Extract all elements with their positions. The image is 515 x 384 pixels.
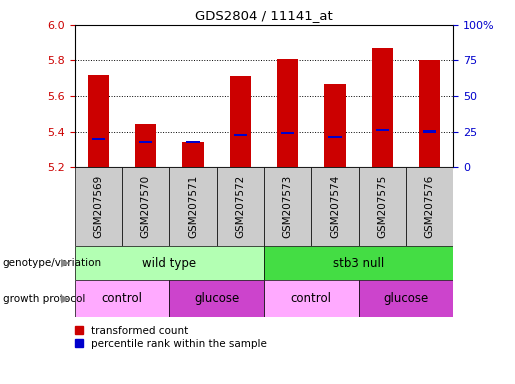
Text: control: control	[291, 292, 332, 305]
Bar	[169, 167, 217, 246]
Bar	[281, 132, 294, 134]
Bar	[358, 167, 406, 246]
Bar	[217, 167, 264, 246]
Bar	[358, 280, 453, 317]
Text: GSM207572: GSM207572	[235, 175, 245, 238]
Bar	[264, 167, 311, 246]
Bar	[92, 137, 105, 140]
Bar	[264, 280, 358, 317]
Bar	[230, 76, 251, 167]
Bar	[311, 167, 358, 246]
Legend: transformed count, percentile rank within the sample: transformed count, percentile rank withi…	[75, 326, 267, 349]
Text: glucose: glucose	[194, 292, 239, 305]
Text: GSM207571: GSM207571	[188, 175, 198, 238]
Text: wild type: wild type	[142, 257, 196, 270]
Bar	[75, 246, 264, 280]
Bar	[135, 124, 156, 167]
Bar	[75, 167, 122, 246]
Text: growth protocol: growth protocol	[3, 293, 85, 304]
Bar	[406, 167, 453, 246]
Bar	[88, 75, 109, 167]
Bar	[182, 142, 203, 167]
Text: GSM207574: GSM207574	[330, 175, 340, 238]
Bar	[375, 129, 389, 131]
Text: ▶: ▶	[61, 258, 70, 268]
Bar	[264, 246, 453, 280]
Text: control: control	[101, 292, 143, 305]
Text: GSM207575: GSM207575	[377, 175, 387, 238]
Title: GDS2804 / 11141_at: GDS2804 / 11141_at	[195, 9, 333, 22]
Bar	[186, 141, 200, 143]
Bar	[423, 131, 436, 132]
Bar	[169, 280, 264, 317]
Bar	[372, 48, 393, 167]
Bar	[234, 134, 247, 136]
Bar	[328, 136, 341, 138]
Text: GSM207573: GSM207573	[283, 175, 293, 238]
Text: GSM207576: GSM207576	[424, 175, 435, 238]
Bar	[139, 141, 152, 143]
Bar	[324, 84, 346, 167]
Text: glucose: glucose	[383, 292, 428, 305]
Bar	[277, 59, 298, 167]
Text: GSM207569: GSM207569	[93, 175, 104, 238]
Bar	[75, 280, 169, 317]
Text: genotype/variation: genotype/variation	[3, 258, 101, 268]
Bar	[122, 167, 169, 246]
Text: ▶: ▶	[61, 293, 70, 304]
Text: GSM207570: GSM207570	[141, 175, 151, 238]
Text: stb3 null: stb3 null	[333, 257, 384, 270]
Bar	[419, 61, 440, 167]
